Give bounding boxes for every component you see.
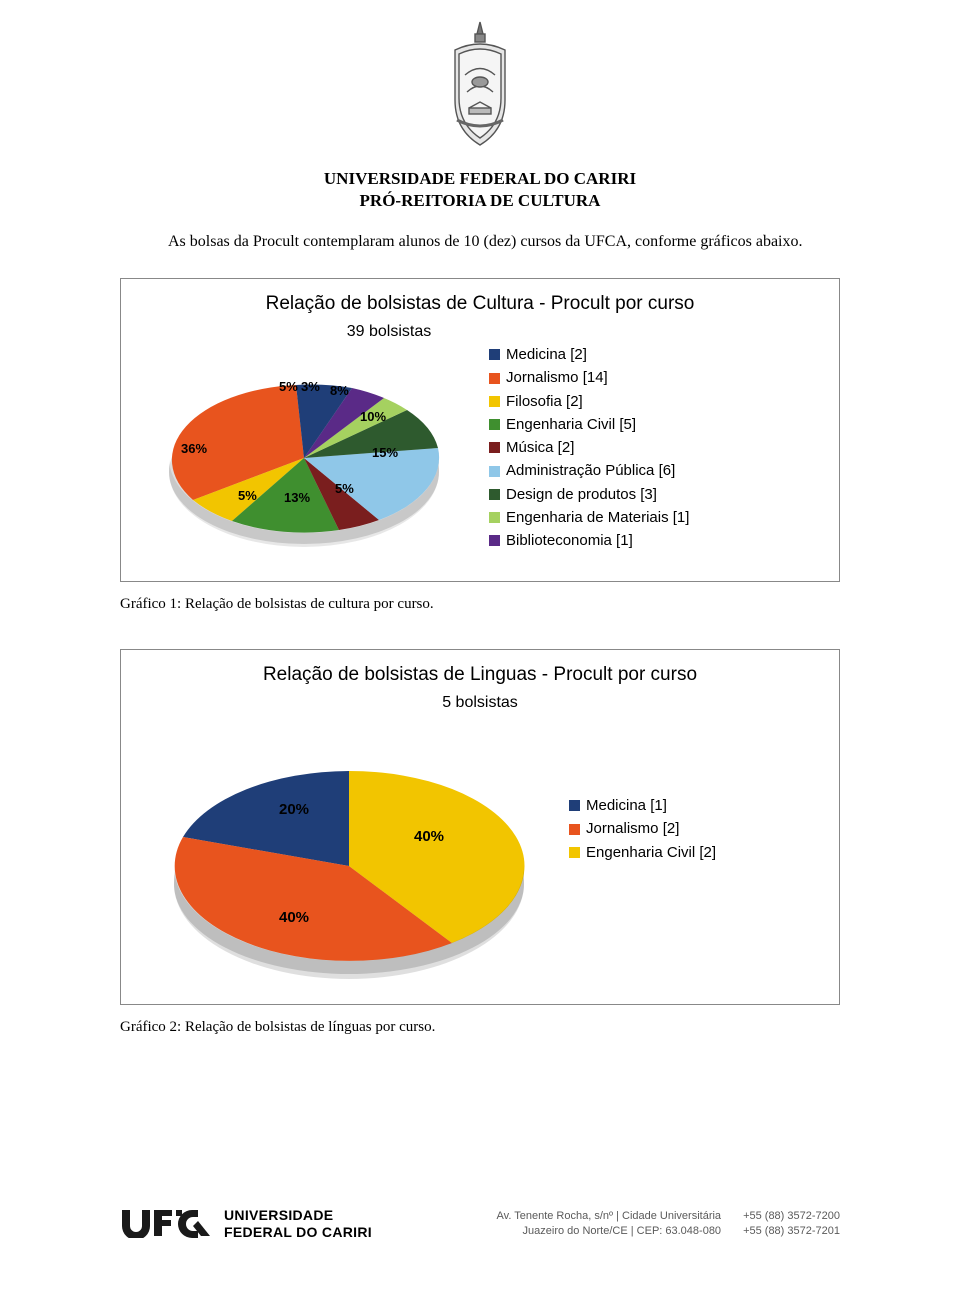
chart1-pct-5b: 5% (238, 488, 257, 503)
chart2-subtitle: 5 bolsistas (139, 694, 821, 712)
chart2-container: Relação de bolsistas de Linguas - Procul… (120, 649, 840, 1005)
legend-label: Engenharia de Materiais [1] (506, 506, 689, 529)
legend-swatch (489, 419, 500, 430)
legend-label: Biblioteconomia [1] (506, 529, 633, 552)
chart1-pct-10: 10% (360, 409, 386, 424)
footer-phone2: +55 (88) 3572-7201 (743, 1224, 840, 1239)
legend-swatch (489, 442, 500, 453)
intro-paragraph: As bolsas da Procult contemplaram alunos… (120, 230, 840, 254)
legend-label: Administração Pública [6] (506, 459, 675, 482)
legend-item: Administração Pública [6] (489, 459, 821, 482)
footer-institution-name: UNIVERSIDADE FEDERAL DO CARIRI (224, 1207, 372, 1239)
legend-swatch (569, 800, 580, 811)
institution-header: UNIVERSIDADE FEDERAL DO CARIRI PRÓ-REITO… (120, 168, 840, 212)
legend-label: Música [2] (506, 436, 574, 459)
footer-addr-line2: Juazeiro do Norte/CE | CEP: 63.048-080 (386, 1224, 721, 1239)
footer-name-line1: UNIVERSIDADE (224, 1207, 372, 1223)
chart1-caption: Gráfico 1: Relação de bolsistas de cultu… (120, 596, 840, 613)
legend-item: Medicina [2] (489, 343, 821, 366)
legend-item: Engenharia de Materiais [1] (489, 506, 821, 529)
footer-phone1: +55 (88) 3572-7200 (743, 1209, 840, 1224)
chart2-pie (139, 716, 569, 986)
legend-item: Biblioteconomia [1] (489, 529, 821, 552)
chart1-pct-15: 15% (372, 445, 398, 460)
legend-item: Jornalismo [14] (489, 366, 821, 389)
chart2-title: Relação de bolsistas de Linguas - Procul… (139, 664, 821, 686)
footer-name-line2: FEDERAL DO CARIRI (224, 1224, 372, 1240)
legend-label: Engenharia Civil [5] (506, 413, 636, 436)
legend-item: Engenharia Civil [5] (489, 413, 821, 436)
footer-logo-icon (120, 1204, 210, 1243)
footer-addr-line1: Av. Tenente Rocha, s/nº | Cidade Univers… (386, 1209, 721, 1224)
legend-label: Medicina [1] (586, 794, 667, 817)
legend-item: Música [2] (489, 436, 821, 459)
institution-crest (120, 20, 840, 160)
legend-item: Engenharia Civil [2] (569, 841, 821, 864)
legend-swatch (489, 466, 500, 477)
legend-item: Design de produtos [3] (489, 483, 821, 506)
chart2-pct-20: 20% (279, 801, 309, 818)
header-line2: PRÓ-REITORIA DE CULTURA (120, 190, 840, 212)
crest-icon (435, 20, 525, 155)
chart2-pct-40b: 40% (279, 909, 309, 926)
legend-swatch (489, 396, 500, 407)
legend-label: Engenharia Civil [2] (586, 841, 716, 864)
legend-swatch (489, 373, 500, 384)
chart1-legend: Medicina [2]Jornalismo [14]Filosofia [2]… (489, 339, 821, 552)
chart1-pct-8: 8% (330, 383, 349, 398)
legend-swatch (489, 349, 500, 360)
legend-label: Design de produtos [3] (506, 483, 657, 506)
legend-label: Jornalismo [14] (506, 366, 608, 389)
chart1-container: Relação de bolsistas de Cultura - Procul… (120, 278, 840, 582)
chart1-pct-5a: 5% (279, 379, 298, 394)
legend-swatch (489, 489, 500, 500)
legend-label: Medicina [2] (506, 343, 587, 366)
legend-item: Jornalismo [2] (569, 817, 821, 840)
legend-swatch (489, 535, 500, 546)
legend-swatch (569, 824, 580, 835)
chart1-title: Relação de bolsistas de Cultura - Procul… (139, 293, 821, 315)
chart2-caption: Gráfico 2: Relação de bolsistas de língu… (120, 1019, 840, 1036)
legend-swatch (489, 512, 500, 523)
legend-item: Medicina [1] (569, 794, 821, 817)
chart1-pct-36: 36% (181, 441, 207, 456)
legend-swatch (569, 847, 580, 858)
chart1-subtitle: 39 bolsistas (309, 323, 469, 341)
header-line1: UNIVERSIDADE FEDERAL DO CARIRI (120, 168, 840, 190)
legend-item: Filosofia [2] (489, 390, 821, 413)
legend-label: Jornalismo [2] (586, 817, 679, 840)
chart1-pct-13: 13% (284, 490, 310, 505)
page-footer: UNIVERSIDADE FEDERAL DO CARIRI Av. Tenen… (0, 1204, 960, 1243)
legend-label: Filosofia [2] (506, 390, 583, 413)
chart2-pct-40a: 40% (414, 828, 444, 845)
chart1-pct-5c: 5% (335, 481, 354, 496)
chart2-legend: Medicina [1]Jornalismo [2]Engenharia Civ… (569, 790, 821, 864)
footer-phones: +55 (88) 3572-7200 +55 (88) 3572-7201 (743, 1209, 840, 1239)
chart1-pct-3: 3% (301, 379, 320, 394)
footer-address: Av. Tenente Rocha, s/nº | Cidade Univers… (386, 1209, 721, 1239)
